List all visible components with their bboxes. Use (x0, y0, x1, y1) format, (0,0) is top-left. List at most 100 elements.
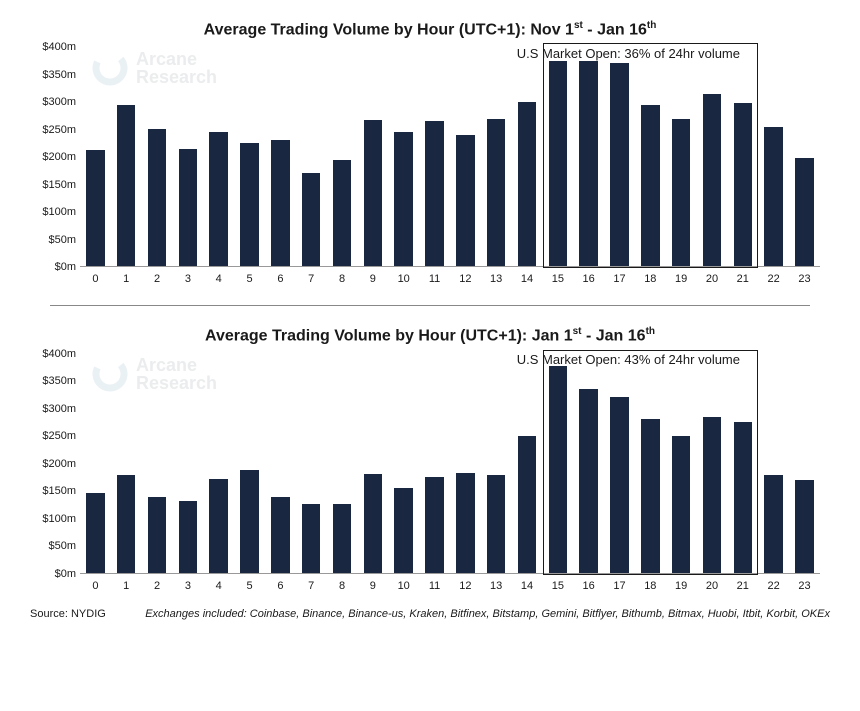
footer-source: Source: NYDIG (30, 608, 106, 620)
x-tick-label: 11 (419, 269, 450, 287)
bar (86, 493, 104, 572)
y-tick-label: $200m (42, 151, 76, 163)
bar (364, 120, 382, 267)
bar-slot (758, 47, 789, 266)
bar (764, 475, 782, 572)
bar-slot (80, 354, 111, 573)
x-tick-label: 2 (142, 269, 173, 287)
bar (364, 474, 382, 573)
y-tick-label: $350m (42, 375, 76, 387)
bar (394, 132, 412, 266)
x-tick-label: 14 (512, 576, 543, 594)
x-tick-label: 15 (542, 269, 573, 287)
bar (333, 504, 351, 572)
bar (456, 473, 474, 573)
bar-slot (512, 47, 543, 266)
bar (795, 158, 813, 266)
x-tick-label: 17 (604, 576, 635, 594)
bar-slot (296, 47, 327, 266)
y-tick-label: $300m (42, 403, 76, 415)
bar (148, 129, 166, 266)
bar (333, 160, 351, 267)
x-tick-label: 18 (635, 576, 666, 594)
x-tick-label: 10 (388, 269, 419, 287)
divider (50, 305, 810, 306)
x-tick-label: 20 (697, 269, 728, 287)
bar (487, 119, 505, 267)
chart-1-y-axis: $0m$50m$100m$150m$200m$250m$300m$350m$40… (30, 47, 78, 267)
bar-slot (142, 354, 173, 573)
bar (456, 135, 474, 266)
bar (795, 480, 813, 573)
x-tick-label: 0 (80, 269, 111, 287)
y-tick-label: $200m (42, 458, 76, 470)
x-tick-label: 4 (203, 576, 234, 594)
chart-2-y-axis: $0m$50m$100m$150m$200m$250m$300m$350m$40… (30, 354, 78, 574)
bar (179, 501, 197, 572)
y-tick-label: $0m (55, 568, 76, 580)
x-tick-label: 16 (573, 576, 604, 594)
bar (209, 132, 227, 266)
x-tick-label: 15 (542, 576, 573, 594)
bar-slot (111, 354, 142, 573)
bar-slot (450, 47, 481, 266)
bar-slot (234, 354, 265, 573)
x-tick-label: 5 (234, 576, 265, 594)
bar (425, 477, 443, 573)
x-tick-label: 6 (265, 269, 296, 287)
x-tick-label: 8 (327, 576, 358, 594)
chart-1-plot: $0m$50m$100m$150m$200m$250m$300m$350m$40… (80, 47, 820, 287)
highlight-box (543, 43, 759, 268)
bar-slot (172, 354, 203, 573)
chart-2-bars (80, 354, 820, 574)
bar (302, 504, 320, 572)
bar-slot (265, 47, 296, 266)
highlight-box (543, 350, 759, 575)
bar-slot (327, 47, 358, 266)
bar (271, 140, 289, 266)
bar (518, 102, 536, 266)
y-tick-label: $0m (55, 261, 76, 273)
x-tick-label: 5 (234, 269, 265, 287)
x-tick-label: 9 (357, 576, 388, 594)
bar (271, 497, 289, 573)
x-tick-label: 22 (758, 576, 789, 594)
bar (518, 436, 536, 573)
bar-slot (296, 354, 327, 573)
y-tick-label: $100m (42, 206, 76, 218)
x-tick-label: 13 (481, 269, 512, 287)
y-tick-label: $150m (42, 179, 76, 191)
y-tick-label: $250m (42, 430, 76, 442)
x-tick-label: 0 (80, 576, 111, 594)
y-tick-label: $300m (42, 96, 76, 108)
x-tick-label: 6 (265, 576, 296, 594)
bar-slot (172, 47, 203, 266)
x-tick-label: 3 (172, 269, 203, 287)
bar (148, 497, 166, 573)
x-tick-label: 18 (635, 269, 666, 287)
x-tick-label: 8 (327, 269, 358, 287)
x-tick-label: 23 (789, 269, 820, 287)
bar (240, 143, 258, 266)
bar (179, 149, 197, 267)
chart-1-title: Average Trading Volume by Hour (UTC+1): … (30, 20, 830, 39)
bar-slot (450, 354, 481, 573)
bar-slot (357, 354, 388, 573)
x-tick-label: 1 (111, 576, 142, 594)
bar (394, 488, 412, 573)
x-tick-label: 11 (419, 576, 450, 594)
x-tick-label: 17 (604, 269, 635, 287)
y-tick-label: $250m (42, 124, 76, 136)
bar-slot (481, 47, 512, 266)
bar-slot (203, 47, 234, 266)
bar (425, 121, 443, 266)
chart-2-plot: $0m$50m$100m$150m$200m$250m$300m$350m$40… (80, 354, 820, 594)
bar (86, 150, 104, 266)
bar (764, 127, 782, 267)
x-tick-label: 23 (789, 576, 820, 594)
bar-slot (234, 47, 265, 266)
y-tick-label: $400m (42, 41, 76, 53)
chart-1: Average Trading Volume by Hour (UTC+1): … (30, 20, 830, 287)
x-tick-label: 21 (727, 576, 758, 594)
chart-2-title: Average Trading Volume by Hour (UTC+1): … (30, 326, 830, 345)
